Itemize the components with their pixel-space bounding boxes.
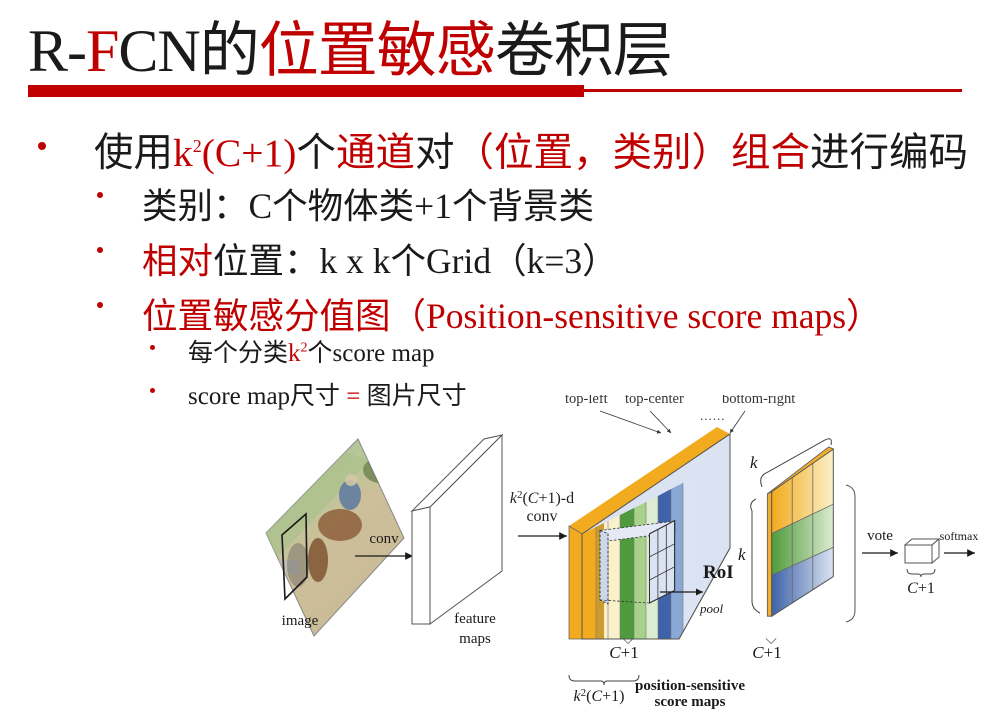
svg-text:C+1: C+1 bbox=[609, 643, 638, 662]
svg-text:......: ...... bbox=[700, 408, 726, 423]
svg-text:conv: conv bbox=[369, 531, 399, 547]
svg-text:bottom-right: bottom-right bbox=[722, 395, 795, 407]
svg-text:maps: maps bbox=[459, 631, 491, 647]
svg-text:image: image bbox=[282, 613, 319, 629]
svg-text:top-left: top-left bbox=[565, 395, 608, 407]
svg-text:k: k bbox=[738, 545, 746, 564]
svg-text:top-center: top-center bbox=[625, 395, 684, 407]
svg-text:k: k bbox=[750, 453, 758, 472]
svg-text:softmax: softmax bbox=[940, 529, 979, 543]
svg-text:feature: feature bbox=[454, 611, 496, 627]
svg-text:score maps: score maps bbox=[655, 694, 726, 710]
svg-text:vote: vote bbox=[867, 528, 893, 544]
svg-text:k2(C+1)-d: k2(C+1)-d bbox=[510, 489, 574, 507]
svg-text:k2(C+1): k2(C+1) bbox=[574, 687, 625, 705]
svg-text:RoI: RoI bbox=[703, 562, 734, 583]
svg-text:pool: pool bbox=[699, 601, 724, 616]
svg-text:C+1: C+1 bbox=[907, 580, 935, 597]
svg-text:position-sensitive: position-sensitive bbox=[635, 678, 745, 694]
svg-text:conv: conv bbox=[526, 508, 557, 525]
svg-text:C+1: C+1 bbox=[752, 643, 781, 662]
